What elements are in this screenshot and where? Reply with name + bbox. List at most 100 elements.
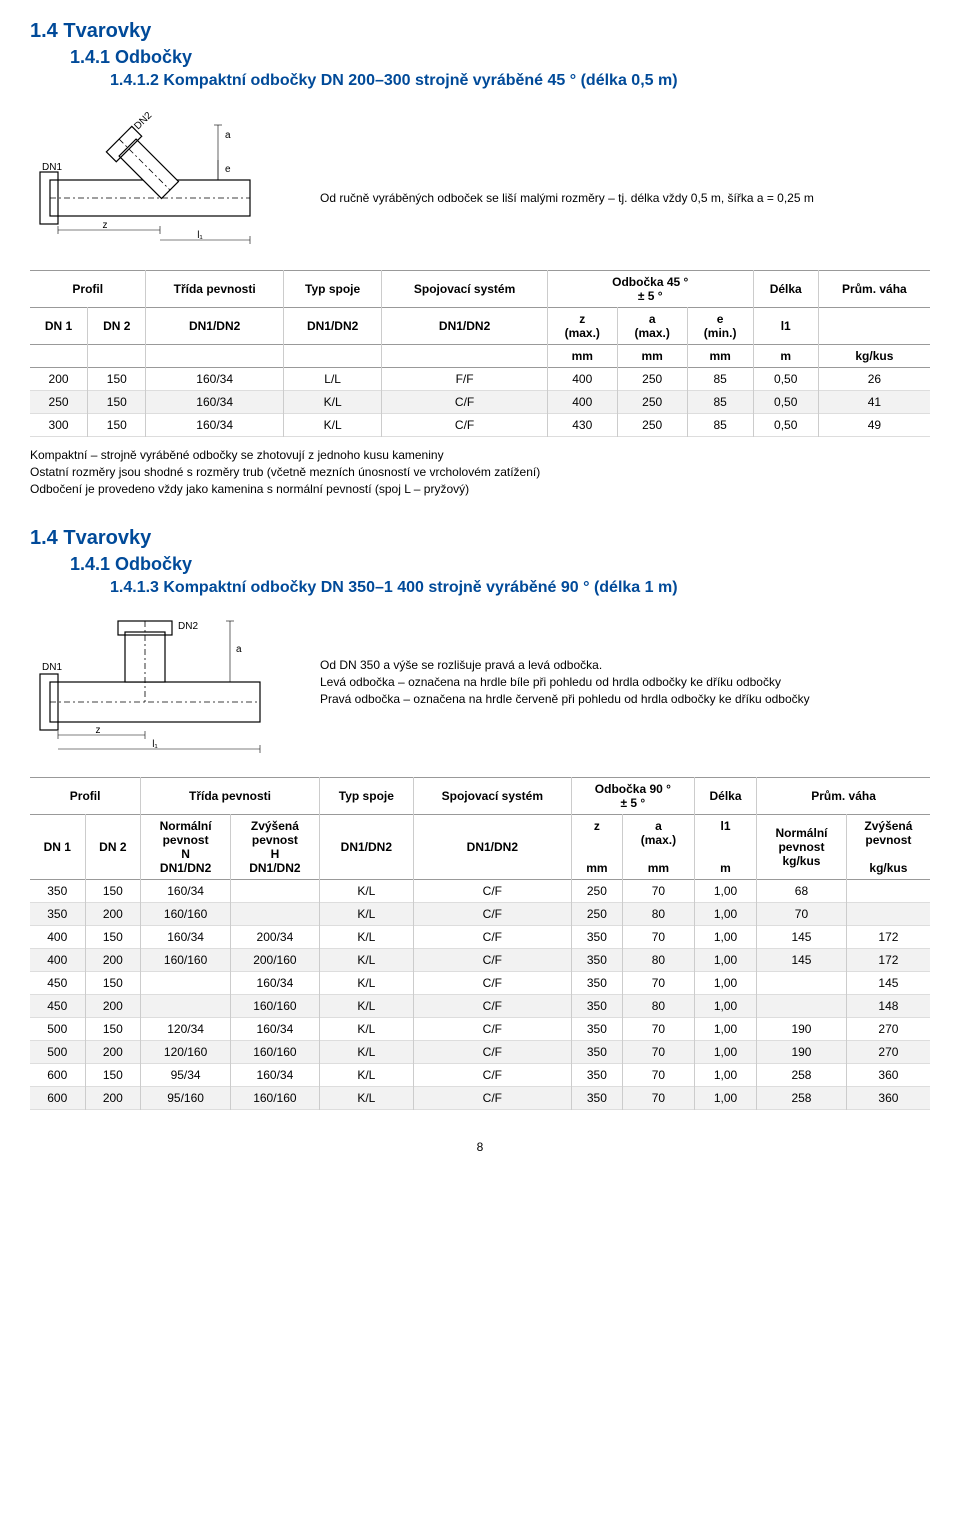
table-cell: 1,00 [694,972,756,995]
table-cell: 350 [571,949,622,972]
th-odbocka: Odbočka 45 ° ± 5 ° [547,271,753,308]
table-row: 400150160/34200/34K/LC/F350701,00145172 [30,926,930,949]
table-cell: 70 [622,1064,694,1087]
th2-dn1: DN 1 [30,815,85,880]
table-cell: 600 [30,1064,85,1087]
table-cell: 160/34 [230,1018,319,1041]
th2-z: z mm [571,815,622,880]
table-cell [141,972,231,995]
th2-norm: Normální pevnost N DN1/DN2 [141,815,231,880]
label2-z: z [96,725,101,736]
section2-h1: 1.4 Tvarovky [30,527,930,550]
th-typ: Typ spoje [283,271,382,308]
table-cell: 600 [30,1087,85,1110]
table-cell: 1,00 [694,1087,756,1110]
table-cell: 250 [617,368,687,391]
table-cell: F/F [382,368,547,391]
table-cell: 350 [571,1041,622,1064]
table-cell: 150 [85,880,141,903]
table-cell: 360 [846,1064,930,1087]
section2-note: Od DN 350 a výše se rozlišuje pravá a le… [320,657,810,707]
th-l1: l1 [753,308,818,345]
diagram-45deg: DN1 DN2 a e z l₁ [30,100,290,250]
table-cell: 70 [622,926,694,949]
th-trida: Třída pevnosti [146,271,283,308]
table-cell: 68 [757,880,847,903]
table-row: 500200120/160160/160K/LC/F350701,0019027… [30,1041,930,1064]
table-cell [846,880,930,903]
table-cell: 95/34 [141,1064,231,1087]
table-cell: 95/160 [141,1087,231,1110]
table-cell: 350 [571,926,622,949]
table-cell: 70 [622,880,694,903]
table-cell: 85 [687,391,753,414]
label-e: e [225,164,231,175]
table-cell: 350 [571,972,622,995]
table-cell: 250 [571,903,622,926]
table-cell: 0,50 [753,368,818,391]
table-cell: 200 [30,368,88,391]
table-cell: 300 [30,414,88,437]
th2-a: a (max.) mm [622,815,694,880]
th-dn12b: DN1/DN2 [283,308,382,345]
diagram-90deg: DN1 DN2 a z l₁ [30,607,290,757]
table-cell: 150 [88,368,146,391]
table-cell: 160/34 [141,880,231,903]
table-cell: 1,00 [694,1018,756,1041]
table-row: 60015095/34160/34K/LC/F350701,00258360 [30,1064,930,1087]
table-cell: 350 [571,1018,622,1041]
section1-h2: 1.4.1 Odbočky [70,47,930,68]
table-cell: 270 [846,1041,930,1064]
table-cell: 350 [571,1087,622,1110]
th2-dn2: DN 2 [85,815,141,880]
th2-normv: Normální pevnost kg/kus [757,815,847,880]
table-cell: 150 [85,1064,141,1087]
table-cell: 400 [547,391,617,414]
table-cell: 400 [30,926,85,949]
th-z: z (max.) [547,308,617,345]
table-cell: K/L [319,903,413,926]
th2-odbocka: Odbočka 90 ° ± 5 ° [571,778,694,815]
table-cell: 200 [85,1041,141,1064]
table-cell: 80 [622,995,694,1018]
th-delka: Délka [753,271,818,308]
table-cell: 450 [30,972,85,995]
table-cell: K/L [319,949,413,972]
table-cell: 70 [622,1087,694,1110]
th2-dn12b: DN1/DN2 [413,815,571,880]
table-cell: 70 [622,1018,694,1041]
th2-dn12a: DN1/DN2 [319,815,413,880]
table-cell: K/L [319,972,413,995]
th2-profil: Profil [30,778,141,815]
section1-h3: 1.4.1.2 Kompaktní odbočky DN 200–300 str… [110,72,930,90]
table-cell: K/L [283,391,382,414]
table-cell: 172 [846,949,930,972]
table-cell: 258 [757,1087,847,1110]
th-unit-m: m [753,345,818,368]
table-row: 450200160/160K/LC/F350801,00148 [30,995,930,1018]
th2-zvys: Zvýšená pevnost H DN1/DN2 [230,815,319,880]
label-z: z [103,220,108,231]
label-dn1: DN1 [42,162,62,173]
table-cell [230,903,319,926]
table-cell: 1,00 [694,949,756,972]
table-cell: 500 [30,1041,85,1064]
table-cell: 270 [846,1018,930,1041]
table-cell: 200 [85,995,141,1018]
table-2: Profil Třída pevnosti Typ spoje Spojovac… [30,777,930,1110]
table-cell: 0,50 [753,391,818,414]
th2-vaha: Prům. váha [757,778,930,815]
table-cell: C/F [413,1087,571,1110]
th-unit-mm2: mm [617,345,687,368]
table-cell: 190 [757,1041,847,1064]
table-cell: 80 [622,903,694,926]
table-cell [846,903,930,926]
table-cell: K/L [319,926,413,949]
table-cell: 1,00 [694,1064,756,1087]
th-unit-mm1: mm [547,345,617,368]
table-cell: C/F [413,880,571,903]
table-cell: 160/34 [230,972,319,995]
table-cell: 350 [30,880,85,903]
table-cell: 500 [30,1018,85,1041]
table1-note: Kompaktní – strojně vyráběné odbočky se … [30,447,930,497]
